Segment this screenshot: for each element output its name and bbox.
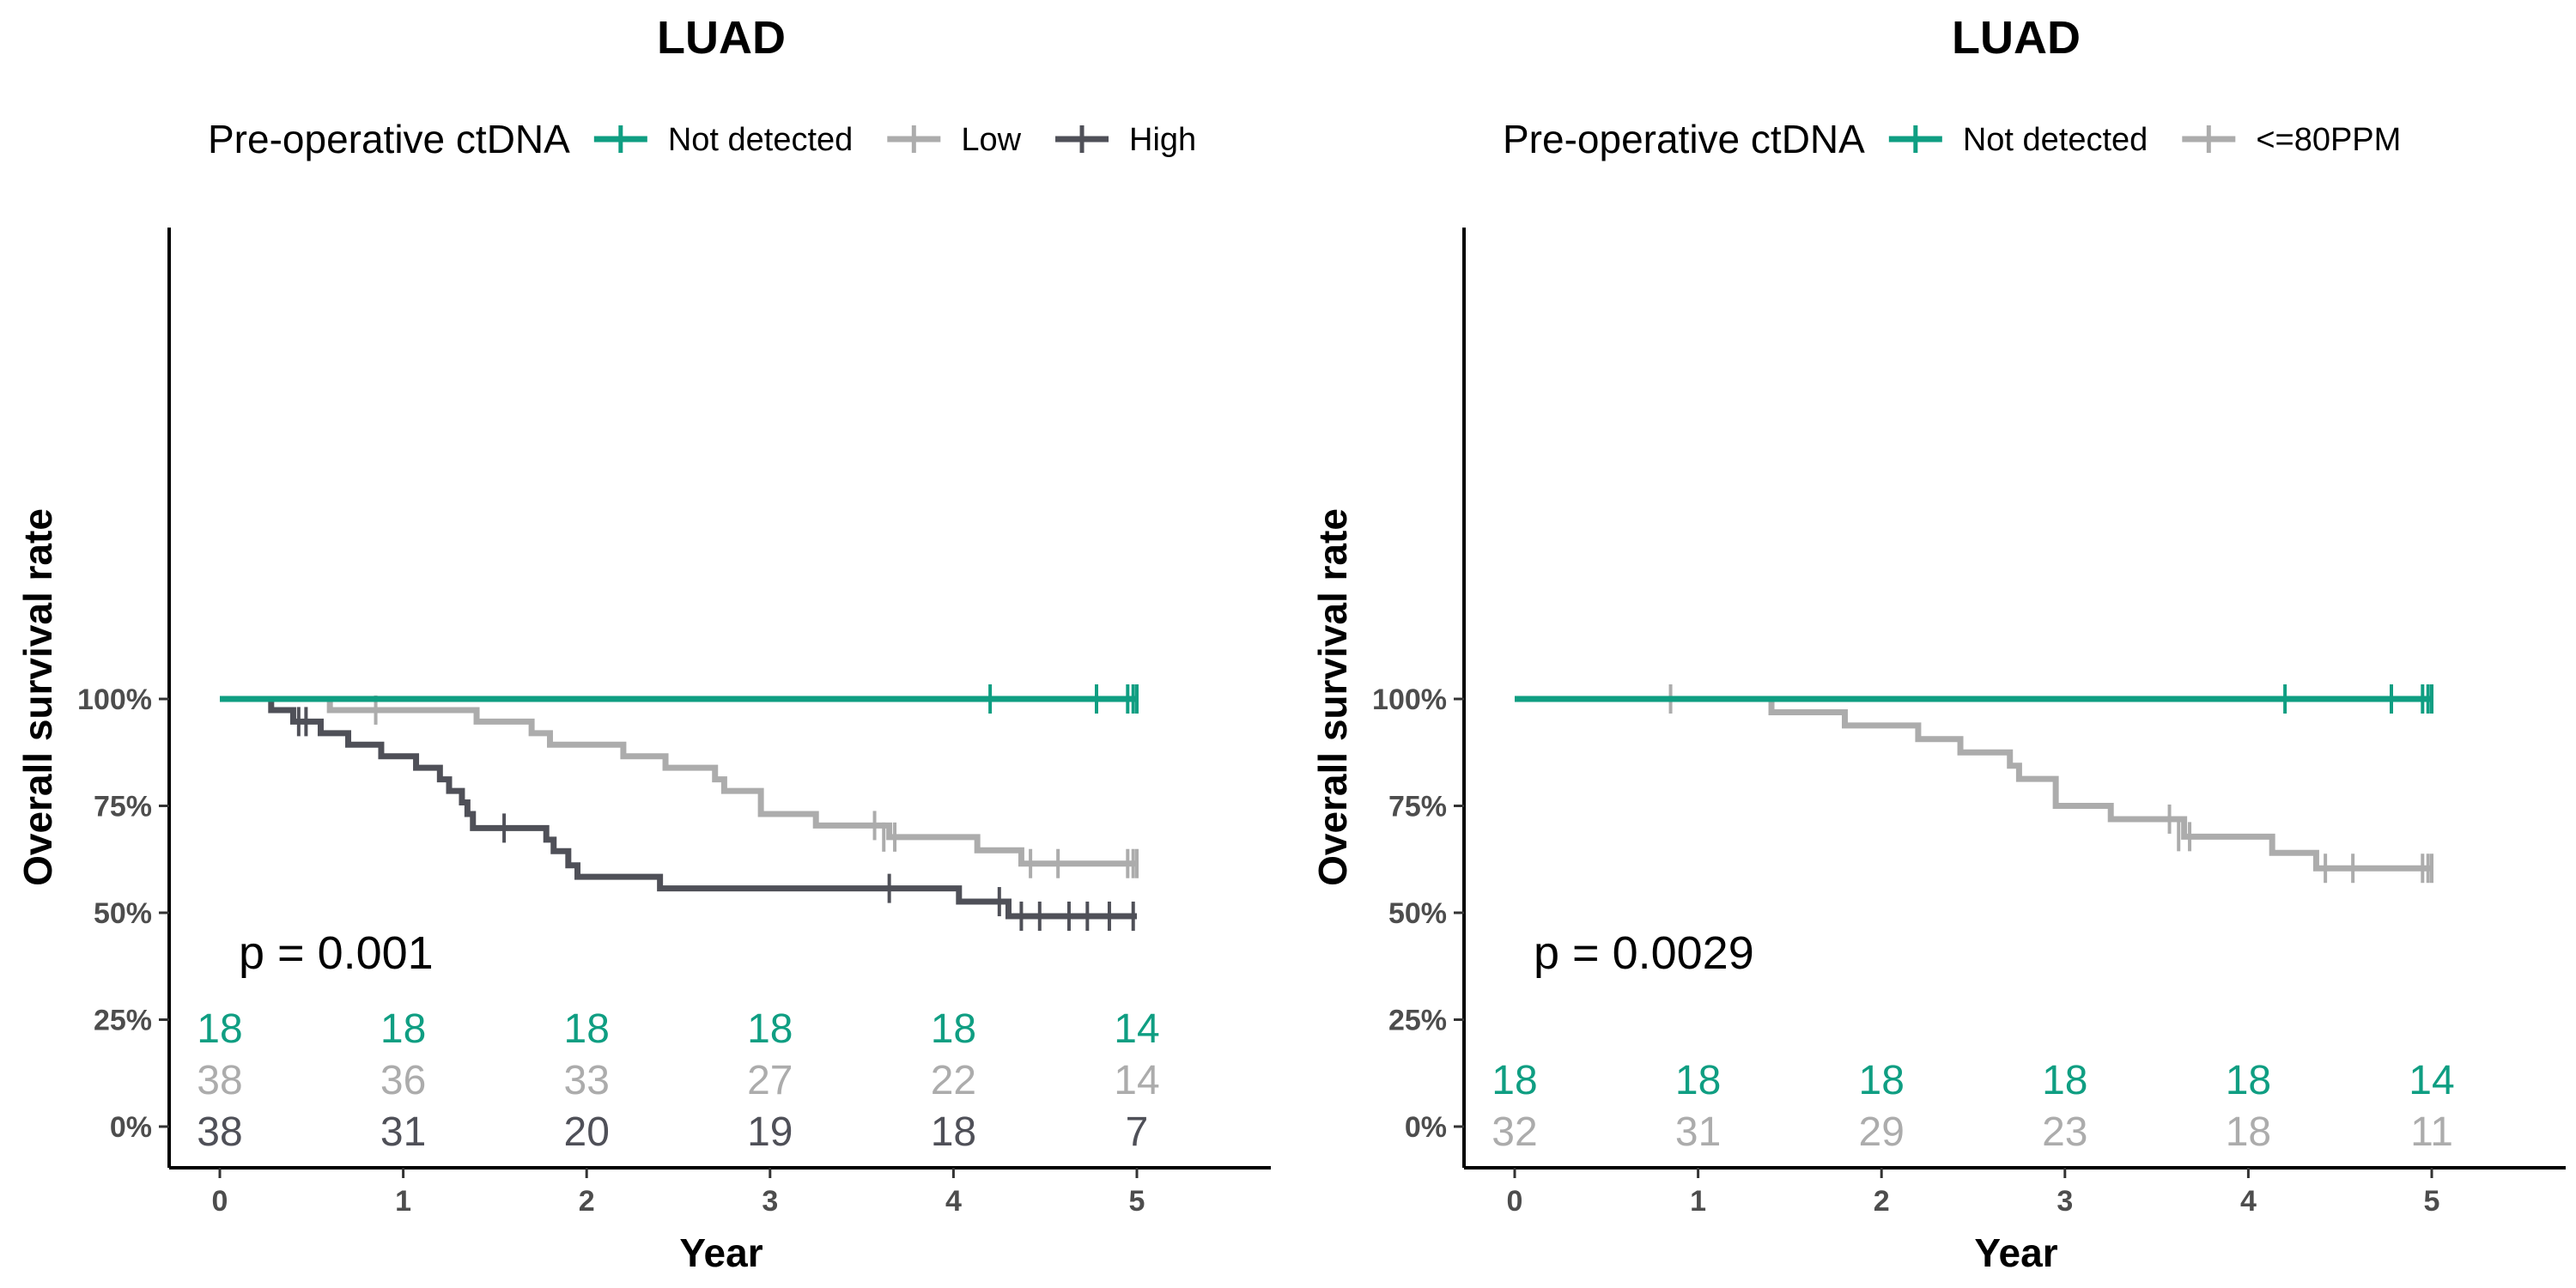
risk-value: 18 bbox=[564, 1006, 610, 1052]
risk-row-1: 18 18 18 18 18 14 bbox=[1492, 1058, 2454, 1103]
risk-value: 18 bbox=[197, 1006, 242, 1052]
x-tick-label: 2 bbox=[579, 1185, 595, 1218]
x-tick-label: 0 bbox=[1507, 1185, 1523, 1218]
risk-value: 18 bbox=[931, 1006, 976, 1052]
chart-title: LUAD bbox=[1952, 12, 2081, 64]
risk-value: 14 bbox=[1114, 1006, 1159, 1052]
risk-value: 38 bbox=[197, 1109, 242, 1155]
risk-value: 18 bbox=[931, 1109, 976, 1155]
legend: Pre-operative ctDNA Not detected <=80PPM bbox=[1503, 117, 2401, 161]
x-axis-title: Year bbox=[1974, 1230, 2057, 1275]
legend-item-1: Not detected bbox=[593, 122, 853, 158]
risk-value: 38 bbox=[197, 1058, 242, 1103]
risk-value: 7 bbox=[1126, 1109, 1149, 1155]
x-tick-label: 3 bbox=[762, 1185, 778, 1218]
risk-value: 33 bbox=[564, 1058, 610, 1103]
risk-value: 19 bbox=[747, 1109, 793, 1155]
risk-value: 32 bbox=[1492, 1109, 1537, 1155]
legend-title: Pre-operative ctDNA bbox=[1503, 117, 1865, 161]
y-tick-label: 50% bbox=[1388, 897, 1447, 930]
risk-value: 14 bbox=[1114, 1058, 1159, 1103]
y-tick-label: 75% bbox=[94, 791, 152, 823]
risk-value: 36 bbox=[380, 1058, 426, 1103]
risk-row-3: 38 31 20 19 18 7 bbox=[197, 1109, 1148, 1155]
y-tick-label: 100% bbox=[77, 683, 152, 716]
risk-value: 18 bbox=[2226, 1058, 2271, 1103]
y-tick-label: 100% bbox=[1372, 683, 1447, 716]
series-1 bbox=[220, 684, 1139, 714]
risk-value: 18 bbox=[2226, 1109, 2271, 1155]
x-axis-title: Year bbox=[679, 1230, 762, 1275]
risk-value: 18 bbox=[747, 1006, 793, 1052]
risk-value: 18 bbox=[380, 1006, 426, 1052]
series-3 bbox=[220, 696, 1137, 931]
x-tick-label: 1 bbox=[395, 1185, 411, 1218]
x-tick-label: 5 bbox=[1129, 1185, 1145, 1218]
risk-value: 31 bbox=[380, 1109, 426, 1155]
x-tick-label: 0 bbox=[212, 1185, 228, 1218]
legend-item-2: <=80PPM bbox=[2182, 122, 2401, 158]
risk-value: 18 bbox=[1492, 1058, 1537, 1103]
x-tick-label: 3 bbox=[2057, 1185, 2073, 1218]
y-tick-label: 25% bbox=[94, 1005, 152, 1037]
y-tick-label: 75% bbox=[1388, 791, 1447, 823]
risk-value: 23 bbox=[2042, 1109, 2087, 1155]
x-tick-label: 1 bbox=[1690, 1185, 1706, 1218]
p-value: p = 0.0029 bbox=[1534, 927, 1754, 979]
curves bbox=[220, 684, 1139, 931]
risk-value: 31 bbox=[1675, 1109, 1721, 1155]
y-tick-label: 0% bbox=[1405, 1111, 1447, 1144]
legend: Pre-operative ctDNA Not detected Low High bbox=[208, 117, 1196, 161]
risk-value: 20 bbox=[564, 1109, 610, 1155]
curves bbox=[1515, 684, 2433, 884]
risk-value: 18 bbox=[1859, 1058, 1905, 1103]
legend-label: High bbox=[1129, 122, 1196, 158]
series-2 bbox=[220, 695, 1139, 878]
risk-value: 27 bbox=[747, 1058, 793, 1103]
risk-row-2: 38 36 33 27 22 14 bbox=[197, 1058, 1159, 1103]
legend-label: Not detected bbox=[1963, 122, 2148, 158]
chart-title: LUAD bbox=[657, 12, 786, 64]
y-axis-title: Overall survival rate bbox=[1310, 508, 1355, 886]
y-tick-label: 50% bbox=[94, 897, 152, 930]
legend-item-1: Not detected bbox=[1888, 122, 2148, 158]
risk-value: 18 bbox=[2042, 1058, 2087, 1103]
x-tick-label: 4 bbox=[2240, 1185, 2257, 1218]
survival-curve bbox=[220, 696, 1137, 920]
risk-value: 18 bbox=[1675, 1058, 1721, 1103]
risk-row-1: 18 18 18 18 18 14 bbox=[197, 1006, 1159, 1052]
legend-item-3: High bbox=[1055, 122, 1196, 158]
risk-value: 29 bbox=[1859, 1109, 1905, 1155]
y-axis-title: Overall survival rate bbox=[15, 508, 60, 886]
p-value: p = 0.001 bbox=[239, 927, 434, 979]
legend-label: Low bbox=[961, 122, 1021, 158]
legend-item-2: Low bbox=[887, 122, 1022, 158]
x-tick-label: 2 bbox=[1874, 1185, 1890, 1218]
risk-value: 22 bbox=[931, 1058, 976, 1103]
y-tick-label: 25% bbox=[1388, 1005, 1447, 1037]
risk-value: 14 bbox=[2409, 1058, 2454, 1103]
legend-label: Not detected bbox=[668, 122, 853, 158]
y-tick-label: 0% bbox=[110, 1111, 152, 1144]
series-2 bbox=[1515, 684, 2433, 884]
risk-value: 11 bbox=[2410, 1109, 2453, 1155]
series-1 bbox=[1515, 684, 2433, 714]
legend-label: <=80PPM bbox=[2256, 122, 2401, 158]
survival-curve bbox=[1515, 696, 2432, 872]
chart-panel-1: LUAD Pre-operative ctDNA Not detected Low Hi… bbox=[15, 12, 1271, 1275]
survival-curve bbox=[220, 696, 1137, 867]
chart-panel-2: LUAD Pre-operative ctDNA Not detected <=80P… bbox=[1310, 12, 2566, 1275]
x-tick-label: 4 bbox=[945, 1185, 962, 1218]
legend-title: Pre-operative ctDNA bbox=[208, 117, 570, 161]
risk-row-2: 32 31 29 23 18 11 bbox=[1492, 1109, 2453, 1155]
x-tick-label: 5 bbox=[2424, 1185, 2440, 1218]
